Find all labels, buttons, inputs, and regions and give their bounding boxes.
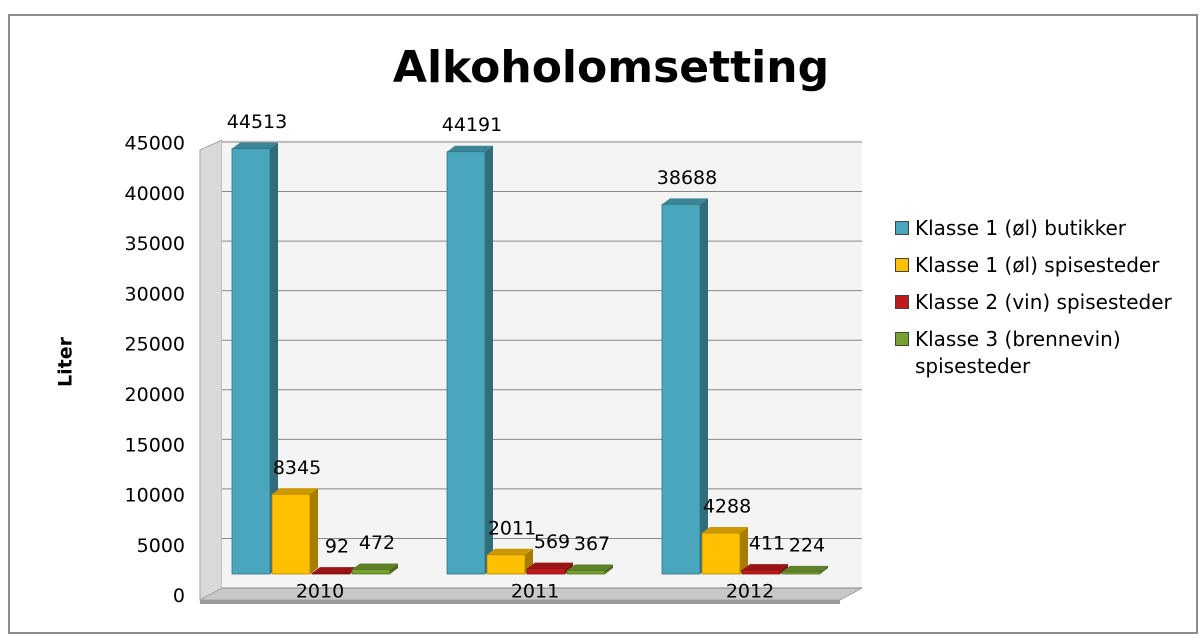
y-tick-label: 35000 (125, 233, 185, 255)
bar (231, 148, 271, 575)
y-tick-label: 30000 (125, 283, 185, 305)
data-label: 4288 (703, 496, 751, 518)
data-label: 44513 (227, 111, 287, 133)
bar-top (742, 564, 788, 571)
bar (351, 569, 391, 575)
bar-top (487, 548, 533, 555)
y-tick-label: 5000 (137, 535, 185, 557)
legend-swatch (895, 295, 909, 309)
legend-label: Klasse 1 (øl) butikker (915, 216, 1127, 240)
legend-entry: Klasse 3 (brennevin) spisesteder (893, 326, 1193, 380)
data-label: 569 (534, 531, 570, 553)
y-tick-label: 25000 (125, 334, 185, 356)
bar-top (447, 145, 493, 152)
side-wall (199, 139, 223, 601)
legend-entry: Klasse 1 (øl) spisesteder (893, 252, 1193, 279)
bar (741, 569, 781, 575)
data-label: 92 (325, 536, 349, 558)
legend-label: Klasse 2 (vin) spisesteder (915, 290, 1172, 314)
y-tick-label: 0 (173, 585, 185, 607)
data-label: 44191 (442, 114, 502, 136)
bar-top (352, 563, 398, 570)
chart-title: Alkoholomsetting (393, 42, 829, 93)
legend-swatch (895, 221, 909, 235)
bar (486, 554, 526, 575)
bar-top (312, 567, 358, 574)
data-label: 411 (749, 533, 785, 555)
x-tick-label: 2012 (726, 581, 774, 603)
data-label: 472 (359, 532, 395, 554)
bar-side (485, 145, 493, 574)
bar-top (662, 198, 708, 205)
legend-label: Klasse 3 (brennevin) spisesteder (915, 327, 1121, 378)
y-axis-title: Liter (55, 336, 77, 387)
legend-entry: Klasse 2 (vin) spisesteder (893, 289, 1193, 316)
floor-front (200, 600, 840, 604)
bar-side (820, 565, 828, 574)
bar (446, 151, 486, 575)
bar-top (272, 488, 318, 495)
bar-top (232, 142, 278, 149)
legend: Klasse 1 (øl) butikker Klasse 1 (øl) spis… (893, 215, 1193, 390)
bar-top (527, 562, 573, 569)
data-label: 2011 (488, 517, 536, 539)
legend-label: Klasse 1 (øl) spisesteder (915, 253, 1160, 277)
y-tick-label: 10000 (125, 485, 185, 507)
bar (566, 570, 606, 575)
bar-side (740, 527, 748, 574)
legend-swatch (895, 332, 909, 346)
legend-swatch (895, 258, 909, 272)
bar (311, 572, 351, 575)
x-tick-label: 2010 (296, 581, 344, 603)
bar (661, 203, 701, 575)
y-tick-label: 45000 (125, 133, 185, 155)
bar-side (390, 563, 398, 574)
bar-side (310, 488, 318, 574)
x-tick-label: 2011 (511, 581, 559, 603)
bar (271, 493, 311, 575)
bar-top (702, 527, 748, 534)
bar-side (270, 142, 278, 574)
data-label: 38688 (657, 167, 717, 189)
bar-side (700, 198, 708, 574)
bar (526, 568, 566, 575)
y-tick-label: 15000 (125, 434, 185, 456)
bar-top (567, 564, 613, 571)
y-tick-label: 20000 (125, 384, 185, 406)
data-label: 224 (789, 534, 825, 556)
bar-top (782, 565, 828, 572)
bar-side (605, 564, 613, 574)
bar (781, 571, 821, 575)
y-tick-label: 40000 (125, 183, 185, 205)
data-label: 367 (574, 533, 610, 555)
bar (701, 532, 741, 575)
data-label: 8345 (273, 457, 321, 479)
legend-entry: Klasse 1 (øl) butikker (893, 215, 1193, 242)
